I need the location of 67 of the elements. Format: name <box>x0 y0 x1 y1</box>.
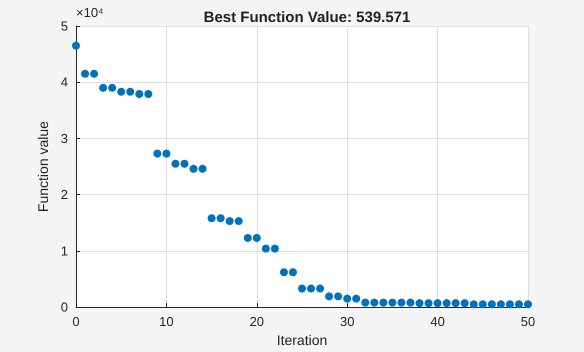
point <box>442 299 451 308</box>
y-tick-label: 2 <box>60 187 68 202</box>
point <box>208 214 216 222</box>
x-tick-label: 20 <box>250 314 264 330</box>
point <box>496 300 505 308</box>
point <box>90 70 98 78</box>
point <box>108 84 116 92</box>
y-tick-label: 4 <box>60 74 68 90</box>
point <box>488 300 496 308</box>
y-axis-title: Function value <box>34 120 51 212</box>
x-tick-label: 30 <box>340 314 354 330</box>
point <box>379 298 388 307</box>
point <box>288 268 297 276</box>
point <box>397 298 406 307</box>
point <box>135 90 144 98</box>
point <box>361 298 370 307</box>
x-tick-label: 0 <box>72 314 80 330</box>
point <box>307 284 316 293</box>
point <box>126 88 134 96</box>
x-tick-label: 50 <box>520 314 536 330</box>
point <box>226 217 234 226</box>
point <box>180 160 188 168</box>
point <box>388 298 396 307</box>
point <box>262 244 270 253</box>
y-tick-label: 3 <box>60 130 68 146</box>
point <box>352 294 360 303</box>
point <box>452 299 460 308</box>
point <box>270 244 279 253</box>
point <box>117 88 126 96</box>
chart-title: Best Function Value: 539.571 <box>204 9 410 26</box>
point <box>424 299 433 308</box>
point <box>190 164 198 173</box>
point <box>406 298 414 307</box>
point <box>72 42 80 50</box>
point <box>171 160 180 168</box>
point <box>298 284 306 293</box>
point <box>460 299 469 308</box>
x-tick-label: 10 <box>159 314 174 330</box>
point <box>316 284 324 293</box>
point <box>81 70 90 78</box>
point <box>514 300 523 308</box>
point <box>434 299 442 308</box>
x-axis-title: Iteration <box>276 332 328 348</box>
point <box>370 298 378 307</box>
y-tick-label: 1 <box>60 243 68 258</box>
point <box>470 300 478 308</box>
point <box>198 164 207 173</box>
point <box>325 292 334 300</box>
point <box>234 217 243 226</box>
point <box>524 300 532 308</box>
point <box>244 234 252 242</box>
point <box>506 300 514 308</box>
point <box>144 90 152 98</box>
point <box>153 150 162 158</box>
y-tick-label: 5 <box>60 18 68 34</box>
point <box>162 150 170 158</box>
point <box>216 214 225 222</box>
point <box>280 268 288 276</box>
point <box>343 294 352 303</box>
text: ×10⁴ <box>76 5 104 20</box>
point <box>99 84 108 92</box>
x-tick-label: 40 <box>430 314 445 330</box>
point <box>416 299 424 308</box>
point <box>334 292 342 300</box>
point <box>252 234 261 242</box>
y-tick-label: 0 <box>60 300 68 315</box>
point <box>478 300 487 308</box>
